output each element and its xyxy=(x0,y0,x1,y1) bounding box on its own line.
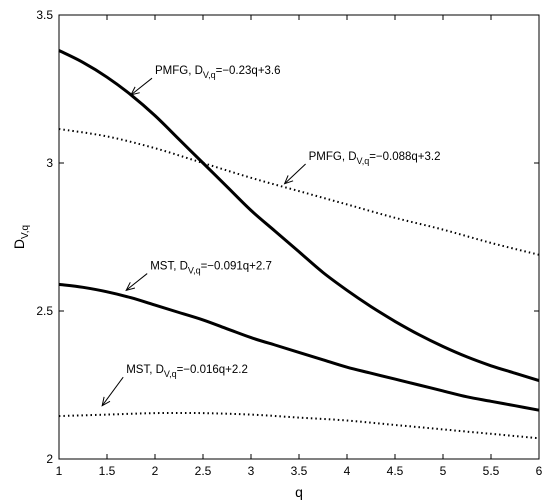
y-axis-label: DV,q xyxy=(11,225,31,249)
x-tick-label: 3.5 xyxy=(291,464,308,478)
series-line-1-solid xyxy=(58,49,540,383)
annotation-label-2: PMFG, DV,q=−0.088q+3.2 xyxy=(309,151,441,166)
series-layer xyxy=(58,49,540,440)
x-tick-label: 4.5 xyxy=(387,464,404,478)
annotation-arrowhead-3 xyxy=(125,282,136,292)
series-line-2-dotted xyxy=(58,128,540,256)
y-tick-label: 2.5 xyxy=(36,304,53,318)
annotation-label-4: MST, DV,q=−0.016q+2.2 xyxy=(126,364,248,379)
annotation-arrowhead-1 xyxy=(130,86,140,96)
annotation-arrowhead-4 xyxy=(101,396,111,407)
x-axis-label: q xyxy=(295,484,303,500)
x-tick-label: 6 xyxy=(536,464,543,478)
annotation-arrow-3 xyxy=(125,273,148,291)
annotation-arrow-4 xyxy=(101,376,124,407)
x-tick-label: 5 xyxy=(440,464,447,478)
y-tick-label: 3 xyxy=(46,156,53,170)
x-tick-label: 5.5 xyxy=(483,464,500,478)
series-line-3-solid xyxy=(58,282,540,412)
x-tick-label: 1 xyxy=(56,464,63,478)
y-tick-label: 3.5 xyxy=(36,8,53,22)
annotation-arrow-1 xyxy=(130,77,153,96)
y-axis-ticks: 2 2.5 3 3.5 xyxy=(36,8,539,466)
x-tick-label: 2 xyxy=(152,464,159,478)
y-axis-label-main: D xyxy=(11,239,27,249)
x-axis-ticks: 1 1.5 2 2.5 3 3.5 4 4.5 5 5.5 6 xyxy=(56,15,543,478)
x-tick-label: 2.5 xyxy=(195,464,212,478)
y-axis-label-sub: V,q xyxy=(20,225,31,239)
x-tick-label: 3 xyxy=(248,464,255,478)
plot-area xyxy=(58,14,540,460)
y-tick-label: 2 xyxy=(46,452,53,466)
annotation-label-1: PMFG, DV,q=−0.23q+3.6 xyxy=(155,65,281,80)
x-tick-label: 1.5 xyxy=(99,464,116,478)
annotation-arrow-2 xyxy=(284,163,306,185)
annotations-layer: PMFG, DV,q=−0.23q+3.6 PMFG, DV,q=−0.088q+… xyxy=(101,65,441,407)
annotation-arrowhead-2 xyxy=(283,175,294,185)
x-tick-label: 4 xyxy=(344,464,351,478)
annotation-label-3: MST, DV,q=−0.091q+2.7 xyxy=(150,261,272,276)
series-line-4-dotted xyxy=(58,411,540,440)
